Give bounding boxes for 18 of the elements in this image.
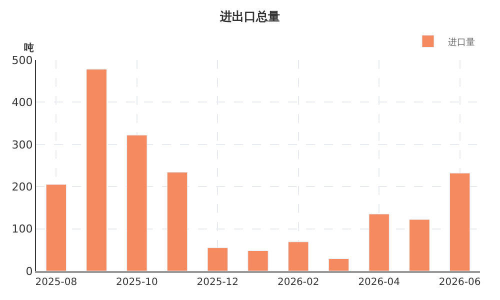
x-tick-label: 2025-10 bbox=[116, 277, 158, 288]
y-tick-label: 500 bbox=[12, 54, 33, 67]
y-tick-label: 100 bbox=[12, 222, 33, 236]
y-tick-label: 400 bbox=[12, 96, 33, 110]
x-tick-label: 2026-06 bbox=[438, 277, 481, 288]
y-tick-label: 300 bbox=[12, 138, 33, 152]
y-tick-label: 200 bbox=[12, 180, 33, 194]
bar bbox=[328, 258, 350, 271]
chart-title: 进出口总量 bbox=[219, 9, 280, 24]
x-tick-label: 2025-08 bbox=[35, 277, 78, 288]
bar bbox=[248, 250, 268, 271]
y-tick-label: 0 bbox=[26, 264, 33, 278]
bar bbox=[409, 219, 430, 271]
x-tick-label: 2025-12 bbox=[196, 277, 239, 288]
x-tick-label: 2026-04 bbox=[358, 277, 400, 288]
legend-label: 进口量 bbox=[448, 36, 475, 48]
y-axis-title: 吨 bbox=[24, 42, 34, 54]
x-tick-label: 2026-02 bbox=[277, 277, 320, 288]
